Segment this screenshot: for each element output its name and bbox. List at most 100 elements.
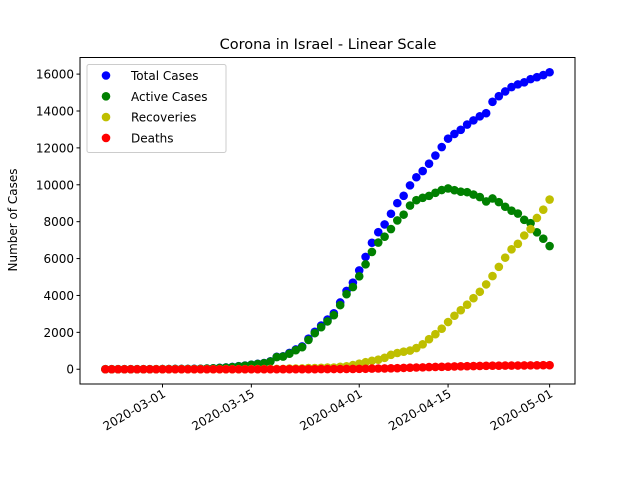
point (475, 192, 485, 202)
point (412, 363, 421, 372)
point (481, 108, 491, 118)
point (354, 266, 364, 275)
point (437, 142, 447, 152)
point (113, 364, 123, 374)
point (215, 364, 224, 374)
point (202, 364, 212, 374)
point (221, 364, 231, 374)
point (488, 97, 497, 107)
point (519, 78, 529, 87)
point (450, 311, 459, 321)
point (367, 238, 377, 248)
point (507, 245, 516, 254)
chart-title: Corona in Israel - Linear Scale (220, 37, 437, 53)
point (342, 364, 351, 374)
legend-marker (101, 133, 111, 143)
point (418, 166, 427, 176)
point (310, 364, 320, 374)
point (488, 271, 497, 281)
point (431, 151, 440, 160)
point (386, 224, 396, 234)
point (170, 364, 180, 374)
point (475, 287, 485, 297)
point (469, 116, 478, 125)
point (329, 364, 339, 374)
point (393, 198, 402, 208)
point (532, 213, 542, 223)
point (545, 360, 554, 370)
point (132, 364, 142, 374)
point (354, 272, 364, 281)
point (386, 364, 396, 373)
point (208, 364, 218, 374)
point (475, 361, 485, 371)
point (304, 364, 313, 374)
point (285, 349, 294, 358)
y-tick-label: 10000 (36, 178, 74, 192)
point (526, 361, 535, 370)
point (367, 356, 377, 366)
point (545, 195, 554, 204)
point (418, 340, 427, 349)
point (380, 232, 389, 241)
point (316, 322, 326, 332)
point (462, 120, 472, 129)
legend-label: Deaths (131, 131, 174, 145)
point (532, 361, 542, 370)
point (545, 241, 554, 251)
point (335, 364, 345, 374)
y-tick-label: 6000 (43, 252, 74, 266)
point (373, 238, 383, 247)
point (373, 227, 383, 237)
point (500, 202, 510, 212)
legend-label: Recoveries (131, 111, 197, 125)
point (526, 224, 535, 234)
point (101, 364, 110, 374)
point (164, 364, 174, 374)
point (443, 134, 453, 143)
point (145, 364, 155, 374)
axes-frame (79, 57, 576, 385)
point (367, 247, 377, 257)
point (437, 362, 447, 372)
point (519, 231, 529, 240)
point (488, 194, 497, 203)
point (373, 364, 383, 373)
point (418, 363, 427, 372)
point (393, 363, 402, 373)
point (494, 91, 504, 101)
point (500, 87, 510, 96)
point (431, 362, 440, 372)
legend-label: Active Cases (131, 90, 208, 104)
point (545, 67, 554, 77)
point (494, 197, 504, 207)
point (183, 364, 193, 374)
point (310, 328, 320, 338)
point (456, 362, 466, 371)
point (399, 210, 408, 219)
point (348, 282, 358, 292)
point (424, 362, 434, 372)
point (519, 361, 529, 370)
point (399, 347, 408, 357)
point (253, 364, 262, 374)
point (431, 329, 440, 339)
point (259, 364, 269, 374)
point (272, 364, 282, 374)
point (367, 364, 377, 373)
y-tick-label: 0 (66, 363, 74, 377)
point (361, 364, 370, 374)
point (196, 364, 205, 374)
legend-label: Total Cases (130, 69, 198, 83)
point (437, 324, 447, 333)
point (380, 364, 389, 373)
point (456, 125, 466, 135)
point (291, 364, 301, 374)
point (450, 362, 459, 371)
point (399, 363, 408, 373)
point (488, 361, 497, 371)
point (393, 216, 402, 225)
point (380, 220, 389, 229)
point (469, 361, 478, 371)
